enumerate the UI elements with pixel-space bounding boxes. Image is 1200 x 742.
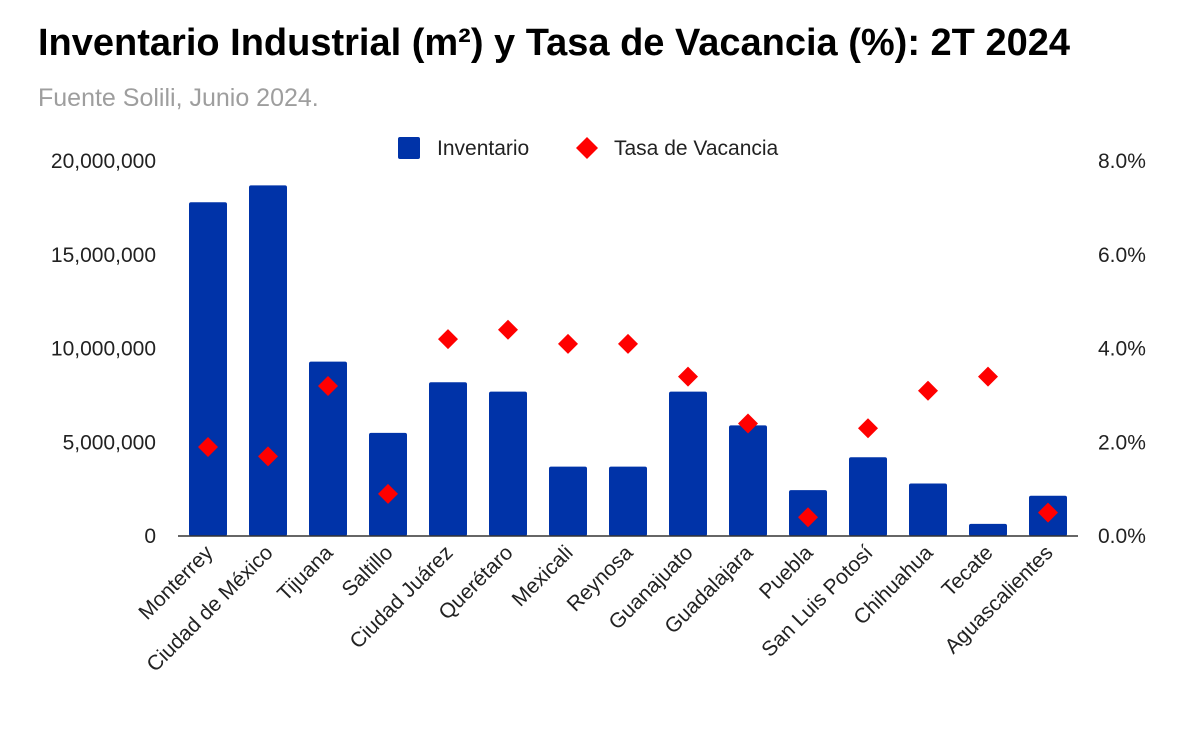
category-label: Tecate <box>938 541 998 601</box>
marker-series-vacancia <box>198 319 1058 528</box>
left-axis-ticks: 0 5,000,000 10,000,000 15,000,000 20,000,000 <box>51 150 156 548</box>
bar-guanajuato <box>669 391 707 536</box>
chart-title: Inventario Industrial (m²) y Tasa de Vac… <box>38 22 1070 64</box>
bar-monterrey <box>189 202 227 536</box>
category-label: Saltillo <box>338 541 398 601</box>
left-axis-tick-label: 0 <box>144 525 156 548</box>
bar-mexicali <box>549 466 587 536</box>
legend-swatch-vacancia <box>576 137 598 159</box>
left-axis-tick-label: 20,000,000 <box>51 150 156 173</box>
right-axis-tick-label: 6.0% <box>1098 244 1146 267</box>
marker-reynosa <box>618 333 638 354</box>
right-axis-ticks: 0.0% 2.0% 4.0% 6.0% 8.0% <box>1098 150 1146 548</box>
category-label: San Luis Potosí <box>757 541 877 661</box>
bar-reynosa <box>609 466 647 536</box>
marker-aguascalientes <box>1038 502 1058 523</box>
marker-ciudad-ju-rez <box>438 329 458 350</box>
marker-guadalajara <box>738 413 758 434</box>
category-label: Ciudad Juárez <box>346 541 458 653</box>
bar-guadalajara <box>729 425 767 536</box>
bar-tecate <box>969 523 1007 536</box>
marker-san-luis-potos- <box>858 418 878 439</box>
category-label: Aguascalientes <box>941 541 1058 658</box>
right-axis-tick-label: 4.0% <box>1098 338 1146 361</box>
left-axis-tick-label: 5,000,000 <box>63 431 156 454</box>
marker-tecate <box>978 366 998 387</box>
legend: Inventario Tasa de Vacancia <box>398 137 779 160</box>
marker-monterrey <box>198 436 218 457</box>
bar-san-luis-potos- <box>849 457 887 536</box>
legend-label-vacancia: Tasa de Vacancia <box>614 137 779 160</box>
left-axis-tick-label: 10,000,000 <box>51 338 156 361</box>
chart-subtitle: Fuente Solili, Junio 2024. <box>38 84 319 112</box>
marker-quer-taro <box>498 319 518 340</box>
marker-mexicali <box>558 333 578 354</box>
bar-ciudad-ju-rez <box>429 382 467 536</box>
marker-chihuahua <box>918 380 938 401</box>
right-axis-tick-label: 8.0% <box>1098 150 1146 173</box>
right-axis-tick-label: 0.0% <box>1098 525 1146 548</box>
bar-chihuahua <box>909 483 947 536</box>
bar-quer-taro <box>489 391 527 536</box>
right-axis-tick-label: 2.0% <box>1098 431 1146 454</box>
category-label: Tijuana <box>273 541 338 606</box>
marker-ciudad-de-m-xico <box>258 446 278 467</box>
legend-label-inventario: Inventario <box>437 137 529 160</box>
marker-tijuana <box>318 376 338 396</box>
left-axis-tick-label: 15,000,000 <box>51 244 156 267</box>
legend-swatch-inventario <box>398 137 420 159</box>
marker-puebla <box>798 507 818 528</box>
bar-tijuana <box>309 361 347 536</box>
marker-guanajuato <box>678 366 698 387</box>
marker-saltillo <box>378 483 398 504</box>
bar-series-inventario <box>189 185 1067 536</box>
bar-ciudad-de-m-xico <box>249 185 287 536</box>
